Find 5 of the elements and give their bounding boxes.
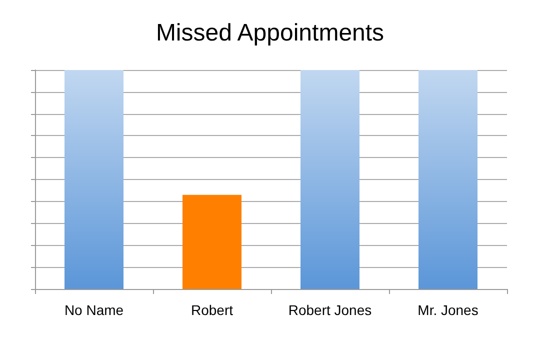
x-tick-label: Robert Jones bbox=[288, 302, 372, 318]
x-tick-label: Robert bbox=[190, 302, 234, 318]
x-tick-label: No Name bbox=[64, 302, 124, 318]
chart-title: Missed Appointments bbox=[156, 20, 384, 46]
x-tick-label: Mr. Jones bbox=[418, 302, 478, 318]
